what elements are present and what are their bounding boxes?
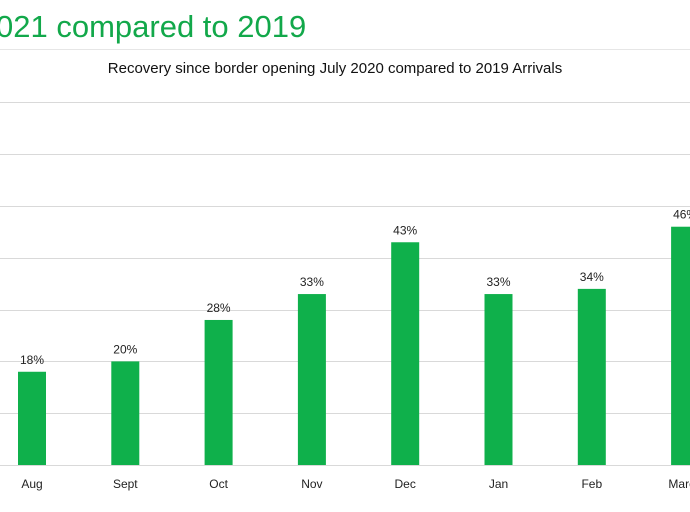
data-label-dec: 43% bbox=[393, 223, 417, 237]
bar-oct bbox=[204, 319, 233, 465]
x-tick-nov: Nov bbox=[301, 477, 322, 491]
data-label-nov: 33% bbox=[300, 275, 324, 289]
bar-march bbox=[671, 226, 690, 465]
bar-jan bbox=[484, 294, 513, 465]
title-divider bbox=[0, 49, 690, 50]
x-tick-jan: Jan bbox=[489, 477, 508, 491]
x-tick-march: March bbox=[668, 477, 690, 491]
x-tick-aug: Aug bbox=[21, 477, 42, 491]
data-label-aug: 18% bbox=[20, 353, 44, 367]
x-tick-sept: Sept bbox=[113, 477, 138, 491]
x-tick-oct: Oct bbox=[209, 477, 228, 491]
data-labels: 18% 20% 28% 33% 43% 33% 34% 46% bbox=[20, 208, 690, 367]
bar-feb bbox=[577, 288, 606, 465]
data-label-feb: 34% bbox=[580, 270, 604, 284]
data-label-sept: 20% bbox=[113, 342, 137, 356]
bar-nov bbox=[297, 294, 326, 465]
data-label-jan: 33% bbox=[486, 275, 510, 289]
bar-dec bbox=[391, 242, 420, 465]
x-tick-feb: Feb bbox=[581, 477, 602, 491]
bar-sept bbox=[111, 361, 140, 465]
x-tick-dec: Dec bbox=[395, 477, 416, 491]
data-label-oct: 28% bbox=[207, 301, 231, 315]
x-axis-ticks: Aug Sept Oct Nov Dec Jan Feb March bbox=[21, 477, 690, 491]
data-label-march: 46% bbox=[673, 208, 690, 222]
bars bbox=[18, 226, 690, 465]
chart-title: Recovery since border opening July 2020 … bbox=[107, 60, 563, 77]
slide-title: 021 compared to 2019 bbox=[0, 9, 307, 44]
bar-aug bbox=[18, 371, 46, 465]
